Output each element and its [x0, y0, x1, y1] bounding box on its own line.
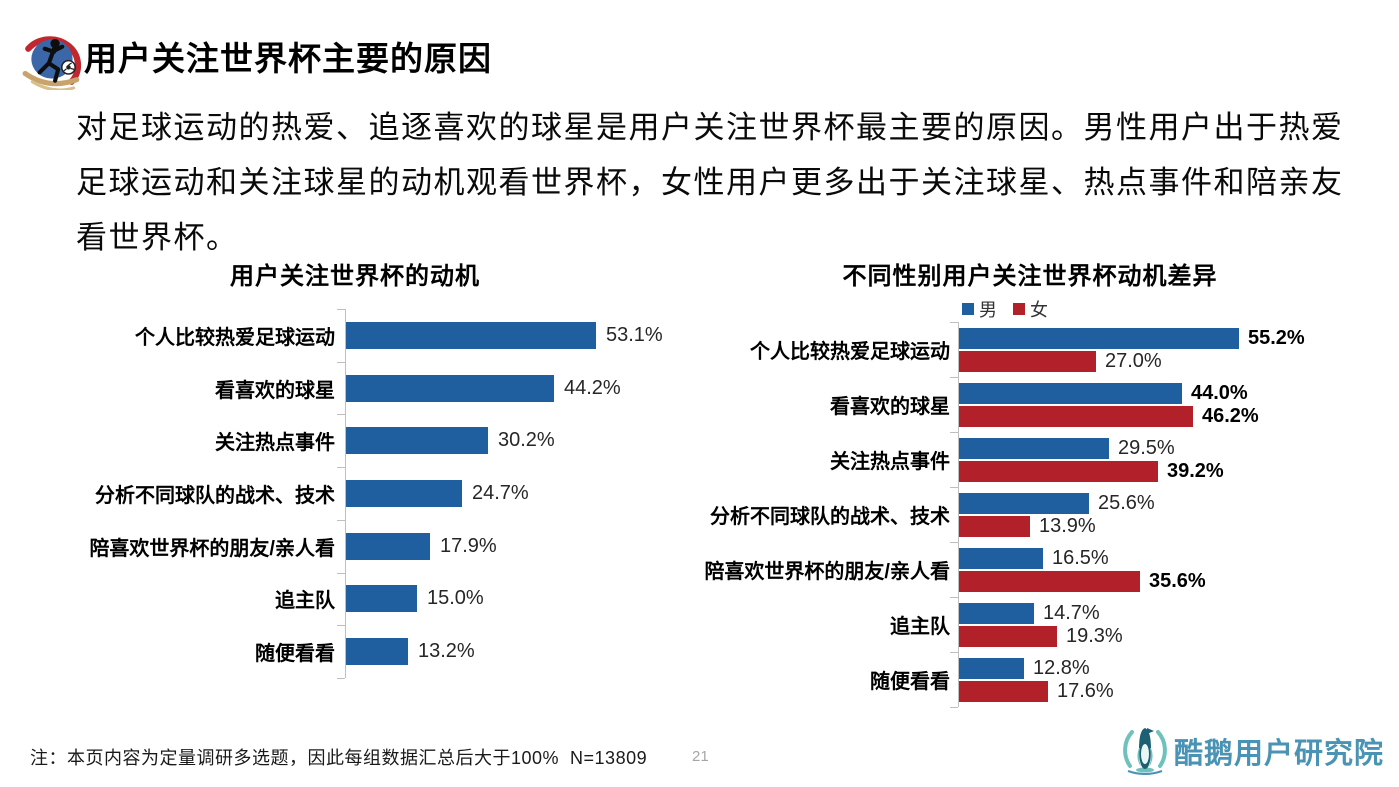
- value-label: 13.2%: [418, 640, 475, 663]
- female-series-swatch: [1013, 303, 1025, 315]
- category-label: 随便看看: [870, 671, 950, 693]
- legend-label-female: 女: [1030, 300, 1048, 320]
- value-label: 25.6%: [1098, 491, 1155, 514]
- bar-male: [959, 382, 1182, 404]
- value-label: 27.0%: [1105, 349, 1162, 372]
- summary-paragraph: 对足球运动的热爱、追逐喜欢的球星是用户关注世界杯最主要的原因。男性用户出于热爱 …: [76, 100, 1344, 265]
- chart-motivations: 个人比较热爱足球运动 53.1% 看喜欢的球星 44.2% 关注热点事件 30.2% 分析不…: [75, 309, 695, 679]
- value-label: 53.1%: [606, 323, 663, 346]
- category-label: 陪喜欢世界杯的朋友/亲人看: [704, 561, 950, 583]
- axis-tick: [337, 678, 345, 679]
- summary-line: 对足球运动的热爱、追逐喜欢的球星是用户关注世界杯最主要的原因。男性用户出于热爱: [76, 110, 1344, 145]
- bar-female: [959, 625, 1057, 647]
- bar-female: [959, 460, 1158, 482]
- axis-tick: [950, 377, 958, 378]
- page-number: 21: [692, 748, 709, 765]
- bar-total: [346, 374, 554, 402]
- value-label: 17.6%: [1057, 679, 1114, 702]
- y-axis-line: [345, 309, 346, 678]
- value-label: 15.0%: [427, 587, 484, 610]
- axis-tick: [950, 432, 958, 433]
- left-chart-title: 用户关注世界杯的动机: [230, 263, 480, 290]
- value-label: 16.5%: [1052, 546, 1109, 569]
- value-label: 44.0%: [1191, 381, 1248, 404]
- value-label: 44.2%: [564, 376, 621, 399]
- bar-male: [959, 547, 1043, 569]
- male-series-swatch: [962, 303, 974, 315]
- soccer-player-icon: [22, 36, 82, 90]
- value-label: 46.2%: [1202, 404, 1259, 427]
- value-label: 14.7%: [1043, 601, 1100, 624]
- value-label: 19.3%: [1066, 624, 1123, 647]
- summary-line: 看世界杯。: [76, 220, 239, 255]
- summary-line: 足球运动和关注球星的动机观看世界杯，女性用户更多出于关注球星、热点事件和陪亲友: [76, 165, 1344, 200]
- axis-tick: [337, 362, 345, 363]
- axis-tick: [950, 322, 958, 323]
- bar-total: [346, 321, 596, 349]
- category-label: 追主队: [890, 616, 950, 638]
- category-label: 个人比较热爱足球运动: [750, 341, 950, 363]
- value-label: 35.6%: [1149, 569, 1206, 592]
- bar-female: [959, 570, 1140, 592]
- category-label: 关注热点事件: [215, 432, 335, 455]
- bar-total: [346, 532, 430, 560]
- bar-total: [346, 585, 417, 613]
- axis-tick: [337, 414, 345, 415]
- penguin-logo-icon: [1123, 728, 1167, 775]
- bar-total: [346, 427, 488, 455]
- bar-male: [959, 327, 1239, 349]
- right-chart-title: 不同性别用户关注世界杯动机差异: [842, 263, 1218, 290]
- logo-text: 酷鹅用户研究院: [1174, 738, 1385, 770]
- axis-tick: [950, 652, 958, 653]
- value-label: 29.5%: [1118, 436, 1175, 459]
- value-label: 55.2%: [1248, 326, 1305, 349]
- category-label: 看喜欢的球星: [830, 396, 950, 418]
- axis-tick: [337, 309, 345, 310]
- bar-male: [959, 602, 1034, 624]
- bar-male: [959, 492, 1089, 514]
- bar-male: [959, 437, 1109, 459]
- value-label: 39.2%: [1167, 459, 1224, 482]
- axis-tick: [337, 625, 345, 626]
- legend-item-female: 女: [1013, 296, 1048, 322]
- axis-tick: [950, 707, 958, 708]
- axis-tick: [337, 573, 345, 574]
- page-title: 用户关注世界杯主要的原因: [84, 40, 492, 77]
- category-label: 追主队: [275, 590, 335, 613]
- axis-tick: [950, 597, 958, 598]
- bar-total: [346, 638, 408, 666]
- category-label: 个人比较热爱足球运动: [135, 326, 335, 349]
- chart-legend: 男 女: [805, 296, 1205, 322]
- axis-tick: [950, 542, 958, 543]
- value-label: 24.7%: [472, 481, 529, 504]
- legend-item-male: 男: [962, 296, 997, 322]
- category-label: 随便看看: [255, 643, 335, 666]
- value-label: 12.8%: [1033, 656, 1090, 679]
- axis-tick: [337, 520, 345, 521]
- category-label: 分析不同球队的战术、技术: [710, 506, 950, 528]
- axis-tick: [337, 467, 345, 468]
- bar-female: [959, 350, 1096, 372]
- value-label: 17.9%: [440, 534, 497, 557]
- bar-male: [959, 657, 1024, 679]
- category-label: 分析不同球队的战术、技术: [95, 484, 335, 507]
- bar-female: [959, 515, 1030, 537]
- bar-female: [959, 405, 1193, 427]
- category-label: 陪喜欢世界杯的朋友/亲人看: [89, 537, 335, 560]
- value-label: 13.9%: [1039, 514, 1096, 537]
- bar-female: [959, 680, 1048, 702]
- y-axis-line: [958, 322, 959, 707]
- footnote: 注：本页内容为定量调研多选题，因此每组数据汇总后大于100% N=13809: [30, 748, 648, 768]
- bar-total: [346, 479, 462, 507]
- value-label: 30.2%: [498, 429, 555, 452]
- category-label: 关注热点事件: [830, 451, 950, 473]
- axis-tick: [950, 487, 958, 488]
- legend-label-male: 男: [979, 300, 997, 320]
- category-label: 看喜欢的球星: [215, 379, 335, 402]
- chart-gender-differences: 个人比较热爱足球运动 55.2% 27.0% 看喜欢的球星 44.0% 46.2% 关注热点…: [704, 322, 1399, 708]
